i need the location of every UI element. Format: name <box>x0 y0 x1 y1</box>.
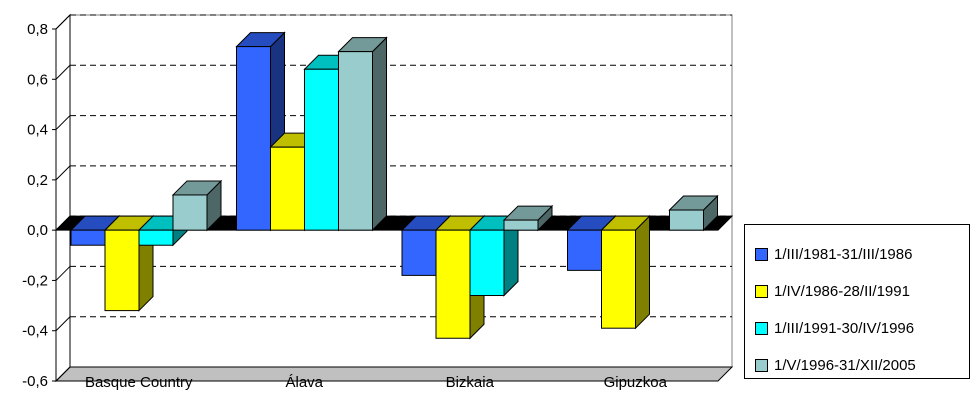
legend-swatch-series-3 <box>755 321 768 335</box>
legend: 1/III/1981-31/III/1986 1/IV/1986-28/II/1… <box>744 224 970 379</box>
x-tick-label: Gipuzkoa <box>604 374 668 391</box>
y-tick-label: 0,0 <box>27 222 48 239</box>
bar <box>236 46 271 231</box>
legend-swatch-series-2 <box>755 284 768 298</box>
y-tick-label: -0,2 <box>22 272 48 289</box>
bar-side <box>372 36 387 232</box>
bar <box>270 146 305 231</box>
legend-swatch-series-4 <box>755 358 768 372</box>
bar <box>138 229 174 246</box>
legend-item-series-3: 1/III/1991-30/IV/1996 <box>755 318 914 338</box>
plot-side-wall <box>55 13 71 383</box>
bar <box>503 219 539 231</box>
legend-label-series-4: 1/V/1996-31/XII/2005 <box>774 356 916 374</box>
bar <box>567 229 602 271</box>
gridline-depth <box>55 64 71 80</box>
gridline-depth <box>55 316 71 332</box>
y-tick-label: 0,6 <box>27 71 48 88</box>
gridline-depth <box>55 366 71 382</box>
legend-item-series-4: 1/V/1996-31/XII/2005 <box>755 355 916 375</box>
x-tick-label: Basque Country <box>85 374 193 391</box>
legend-item-series-1: 1/III/1981-31/III/1986 <box>755 244 912 264</box>
y-tick-label: 0,4 <box>27 122 48 139</box>
bar <box>669 209 704 231</box>
x-tick-label: Álava <box>285 374 323 391</box>
bar <box>304 68 339 231</box>
y-tick-label: 0,8 <box>27 21 48 38</box>
bar <box>435 229 471 339</box>
legend-item-series-2: 1/IV/1986-28/II/1991 <box>755 281 910 301</box>
bar <box>601 229 636 329</box>
bar-side <box>635 214 650 330</box>
gridline-depth <box>55 14 71 30</box>
bar <box>70 229 106 246</box>
legend-swatch-series-1 <box>755 247 768 261</box>
x-tick-label: Bizkaia <box>446 374 495 391</box>
gridline-depth <box>55 165 71 181</box>
legend-label-series-2: 1/IV/1986-28/II/1991 <box>774 282 910 300</box>
legend-label-series-1: 1/III/1981-31/III/1986 <box>774 245 913 263</box>
bar <box>104 229 140 312</box>
bar <box>401 229 437 276</box>
y-tick-label: 0,2 <box>27 172 48 189</box>
y-tick-label: -0,4 <box>22 323 48 340</box>
bar <box>469 229 505 297</box>
y-tick-label: -0,6 <box>22 373 48 390</box>
bar <box>338 51 373 231</box>
bar <box>172 194 208 231</box>
legend-label-series-3: 1/III/1991-30/IV/1996 <box>774 319 915 337</box>
gridline-depth <box>55 115 71 130</box>
gridline-depth <box>55 266 71 281</box>
